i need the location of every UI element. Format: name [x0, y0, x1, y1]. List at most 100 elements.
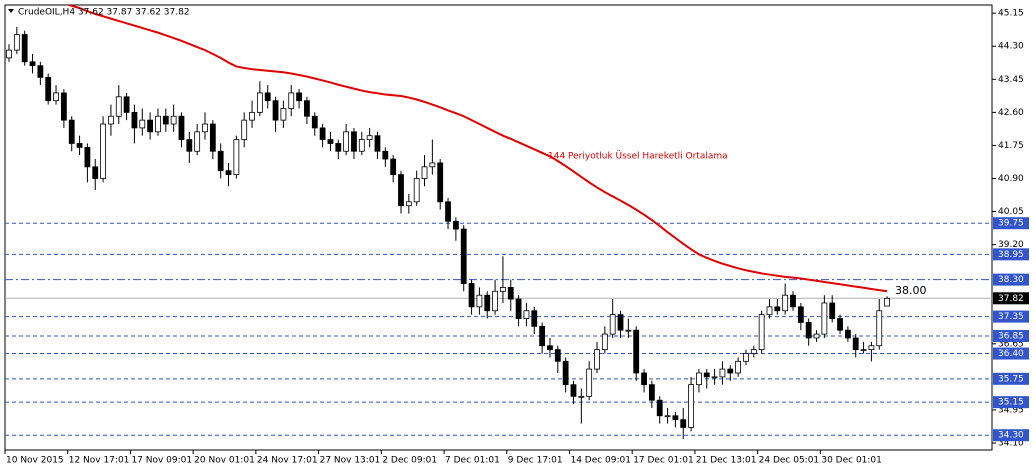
x-tick-label: 9 Dec 17:01	[508, 456, 563, 466]
level-label: 36.85	[998, 332, 1024, 342]
candle-body	[680, 419, 687, 428]
candle-body	[37, 65, 44, 78]
level-label-bg	[993, 310, 1029, 323]
candle-body	[413, 178, 420, 203]
x-tick-label: 17 Nov 09:01	[131, 456, 192, 466]
candle-body	[500, 287, 506, 292]
candle-body	[476, 294, 483, 308]
level-label: 38.30	[998, 275, 1024, 285]
candle-body	[53, 92, 59, 102]
candle-body	[837, 318, 843, 331]
candle-body	[178, 115, 185, 140]
candle-body	[84, 146, 91, 168]
x-tick-label: 30 Dec 01:01	[821, 456, 882, 466]
candle-body	[155, 115, 161, 133]
level-label-bg	[993, 372, 1029, 385]
y-tick-label: 45.15	[998, 9, 1024, 19]
candle-body	[507, 287, 514, 300]
candle-body	[570, 384, 577, 397]
candle-body	[280, 108, 287, 121]
candle-body	[860, 349, 867, 352]
y-tick-label: 34.10	[998, 438, 1024, 448]
candle-body	[374, 135, 381, 152]
x-tick-label: 2 Dec 09:01	[382, 456, 437, 466]
level-label: 39.75	[998, 219, 1024, 229]
price-label-bg	[993, 292, 1029, 305]
candle-body	[876, 310, 883, 347]
candle-body	[805, 322, 812, 339]
ema-layer	[65, 5, 888, 293]
candle-body	[586, 368, 593, 397]
candle-body	[829, 302, 836, 319]
y-tick-label: 43.45	[998, 75, 1024, 85]
candle-body	[115, 96, 122, 117]
candle-body	[735, 360, 742, 374]
candle-body	[272, 100, 279, 121]
candle-body	[390, 158, 397, 175]
x-tick-label: 7 Dec 01:01	[445, 456, 500, 466]
candle-body	[633, 329, 640, 374]
candle-body	[170, 115, 177, 125]
candle-body	[782, 294, 789, 312]
candle-body	[884, 297, 890, 307]
candle-body	[562, 360, 569, 386]
x-tick-label: 24 Nov 17:01	[257, 456, 318, 466]
candle-body	[288, 92, 295, 109]
level-label-bg	[993, 217, 1029, 230]
candle-body	[868, 345, 875, 351]
candle-body	[484, 294, 491, 312]
candle-body	[719, 368, 726, 378]
level-label: 36.40	[998, 349, 1024, 359]
level-label-bg	[993, 347, 1029, 360]
candle-body	[100, 123, 106, 179]
candle-body	[249, 111, 255, 121]
level-label: 38.95	[998, 250, 1024, 260]
candle-body	[358, 139, 365, 152]
candle-body	[351, 131, 357, 152]
y-tick-label: 42.60	[998, 108, 1024, 118]
candle-body	[398, 174, 404, 207]
candle-body	[523, 310, 530, 319]
candle-body	[256, 92, 263, 113]
candle-body	[452, 220, 459, 230]
candle-body	[531, 310, 538, 327]
candle-body	[319, 127, 326, 140]
candle-body	[209, 123, 216, 152]
candle-body	[844, 329, 851, 339]
candle-body	[648, 384, 655, 401]
candle-body	[68, 119, 75, 144]
candle-body	[445, 201, 451, 222]
candle-body	[656, 399, 663, 417]
candle-body	[617, 314, 624, 331]
candle-body	[492, 290, 498, 312]
candle-body	[711, 376, 718, 379]
candle-body	[241, 119, 248, 140]
candle-body	[21, 34, 28, 63]
candle-body	[405, 201, 412, 207]
level-label-bg	[993, 396, 1029, 409]
annotation: 38.00	[895, 284, 927, 297]
candle-body	[790, 294, 796, 308]
candle-body	[554, 349, 561, 362]
y-tick-label: 36.65	[998, 339, 1024, 349]
y-tick-label: 39.20	[998, 240, 1024, 250]
level-label: 34.30	[998, 431, 1024, 441]
level-label-bg	[993, 273, 1029, 286]
candle-body	[750, 349, 757, 354]
x-tick-label: 24 Dec 05:01	[759, 456, 820, 466]
candle-body	[225, 170, 232, 175]
candle-body	[186, 139, 193, 152]
candle-body	[382, 150, 389, 160]
candle-body	[641, 372, 647, 386]
candle-body	[194, 131, 201, 152]
plot-frame	[4, 4, 993, 451]
candle-body	[202, 123, 208, 133]
y-tick-label: 34.95	[998, 405, 1024, 415]
candle-body	[852, 337, 859, 351]
candle-body	[594, 349, 600, 370]
candle-body	[515, 298, 522, 319]
annotation: 144 Periyotluk Üssel Hareketli Ortalama	[548, 151, 728, 162]
candle-body	[547, 345, 553, 351]
candle-body	[304, 100, 310, 117]
